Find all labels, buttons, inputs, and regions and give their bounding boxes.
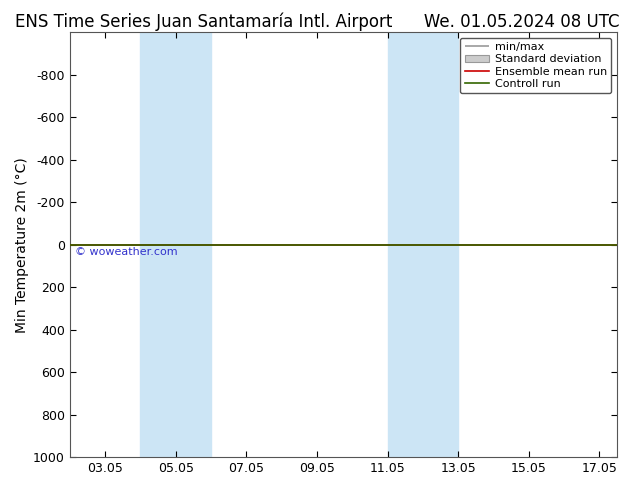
Y-axis label: Min Temperature 2m (°C): Min Temperature 2m (°C) bbox=[15, 157, 29, 333]
Text: © woweather.com: © woweather.com bbox=[75, 247, 178, 257]
Legend: min/max, Standard deviation, Ensemble mean run, Controll run: min/max, Standard deviation, Ensemble me… bbox=[460, 38, 611, 93]
Bar bbox=[141, 32, 211, 457]
Text: ENS Time Series Juan Santamaría Intl. Airport      We. 01.05.2024 08 UTC: ENS Time Series Juan Santamaría Intl. Ai… bbox=[15, 12, 619, 31]
Bar bbox=[387, 32, 458, 457]
